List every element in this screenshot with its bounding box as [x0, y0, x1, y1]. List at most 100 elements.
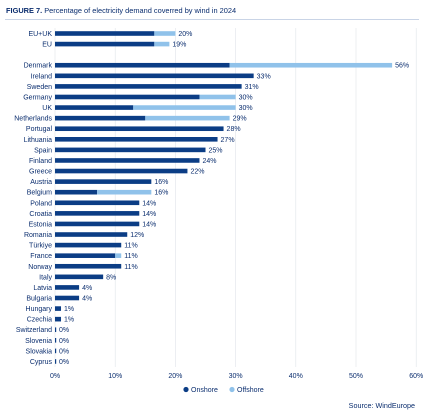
data-label: 30%: [239, 94, 253, 101]
category-label: Germany: [23, 94, 52, 101]
bar-onshore: [55, 115, 146, 121]
data-label: 33%: [257, 73, 271, 80]
data-label: 31%: [245, 84, 259, 91]
bar-offshore: [133, 105, 236, 110]
legend-label: Offshore: [237, 387, 264, 394]
category-label: UK: [42, 105, 52, 112]
category-label: Türkiye: [29, 243, 52, 250]
data-label: 19%: [172, 42, 186, 49]
bar-onshore: [55, 84, 242, 89]
bar-onshore: [55, 253, 116, 258]
category-label: Latvia: [33, 285, 52, 292]
x-tick-label: 10%: [108, 373, 122, 380]
bar-onshore: [55, 147, 206, 153]
bar-onshore: [55, 189, 98, 195]
data-label: 4%: [82, 296, 92, 303]
bar-onshore: [55, 41, 155, 47]
title-divider: [5, 19, 419, 20]
data-label: 25%: [209, 147, 223, 154]
bar-offshore: [154, 41, 170, 47]
data-label: 4%: [82, 285, 92, 292]
bar-onshore: [55, 232, 128, 237]
category-label: Switzerland: [16, 327, 52, 334]
x-tick-label: 30%: [229, 373, 243, 380]
bar-onshore: [55, 31, 155, 36]
bar-onshore: [55, 306, 62, 311]
bar-onshore: [55, 274, 104, 280]
category-label: Romania: [24, 232, 52, 239]
bar-onshore: [55, 137, 218, 142]
bar-onshore: [55, 179, 152, 184]
bar-offshore: [115, 253, 122, 258]
category-label: Austria: [30, 179, 52, 186]
bar-onshore: [55, 338, 57, 343]
data-label: 20%: [178, 31, 192, 38]
category-label: Norway: [28, 264, 52, 271]
category-label: Estonia: [29, 221, 52, 228]
bar-onshore: [55, 73, 254, 79]
category-label: EU+UK: [28, 31, 52, 38]
category-label: Cyprus: [30, 359, 53, 366]
category-label: Finland: [29, 158, 52, 165]
category-label: Greece: [29, 169, 52, 176]
source-note: Source: WindEurope: [348, 401, 415, 410]
category-label: Poland: [30, 200, 52, 207]
category-label: Netherlands: [14, 116, 52, 123]
data-label: 1%: [64, 306, 74, 313]
bar-onshore: [55, 295, 80, 301]
bar-onshore: [55, 221, 140, 227]
bar-onshore: [55, 168, 188, 174]
x-tick-label: 0%: [50, 373, 60, 380]
data-label: 14%: [142, 211, 156, 218]
bar-onshore: [55, 211, 140, 216]
bar-onshore: [55, 200, 140, 206]
data-label: 16%: [154, 190, 168, 197]
data-label: 8%: [106, 274, 116, 281]
category-label: Croatia: [29, 211, 52, 218]
bar-onshore: [55, 285, 80, 290]
x-tick-label: 60%: [409, 373, 423, 380]
category-label: Slovenia: [25, 338, 52, 345]
data-label: 56%: [395, 63, 409, 70]
figure-title-text: Percentage of electricity demand coverre…: [44, 6, 237, 15]
figure-title: FIGURE 7. Percentage of electricity dema…: [6, 6, 419, 15]
category-label: Portugal: [26, 126, 53, 133]
data-label: 12%: [130, 232, 144, 239]
legend-marker-onshore: [183, 386, 189, 393]
data-label: 14%: [142, 200, 156, 207]
category-label: Belgium: [27, 190, 52, 197]
bar-onshore: [55, 263, 122, 269]
category-label: Hungary: [26, 306, 53, 313]
category-label: Sweden: [27, 84, 52, 91]
category-label: Czechia: [27, 317, 52, 324]
category-label: Bulgaria: [26, 296, 52, 303]
bar-onshore: [55, 348, 57, 354]
data-label: 29%: [233, 116, 247, 123]
category-label: France: [30, 253, 52, 260]
data-label: 0%: [59, 327, 69, 334]
legend-marker-offshore: [229, 386, 235, 393]
bar-offshore: [199, 94, 236, 100]
category-label: EU: [42, 42, 52, 49]
data-label: 11%: [124, 253, 138, 260]
category-label: Spain: [34, 147, 52, 154]
data-label: 11%: [124, 264, 138, 271]
bar-onshore: [55, 105, 134, 110]
data-label: 0%: [59, 359, 69, 366]
bar-onshore: [55, 126, 224, 132]
x-tick-label: 50%: [349, 373, 363, 380]
data-label: 22%: [190, 169, 204, 176]
bar-offshore: [97, 189, 152, 195]
data-label: 14%: [142, 221, 156, 228]
bar-onshore: [55, 62, 230, 68]
bar-onshore: [55, 94, 200, 100]
data-label: 0%: [59, 338, 69, 345]
x-tick-label: 20%: [168, 373, 182, 380]
category-label: Denmark: [24, 63, 53, 70]
bar-onshore: [55, 158, 200, 163]
category-label: Ireland: [31, 73, 53, 80]
data-label: 27%: [221, 137, 235, 144]
x-tick-label: 40%: [289, 373, 303, 380]
bar-onshore: [55, 316, 62, 322]
